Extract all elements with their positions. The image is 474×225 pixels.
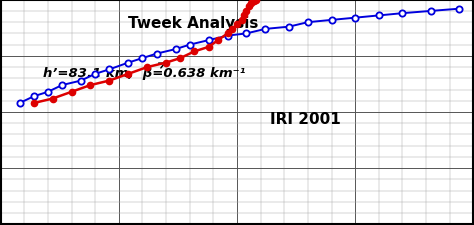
Text: IRI 2001: IRI 2001 xyxy=(270,112,341,127)
Text: Tweek Analysis: Tweek Analysis xyxy=(128,16,259,31)
Text: h’=83.1 km,  β=0.638 km⁻¹: h’=83.1 km, β=0.638 km⁻¹ xyxy=(43,64,246,80)
